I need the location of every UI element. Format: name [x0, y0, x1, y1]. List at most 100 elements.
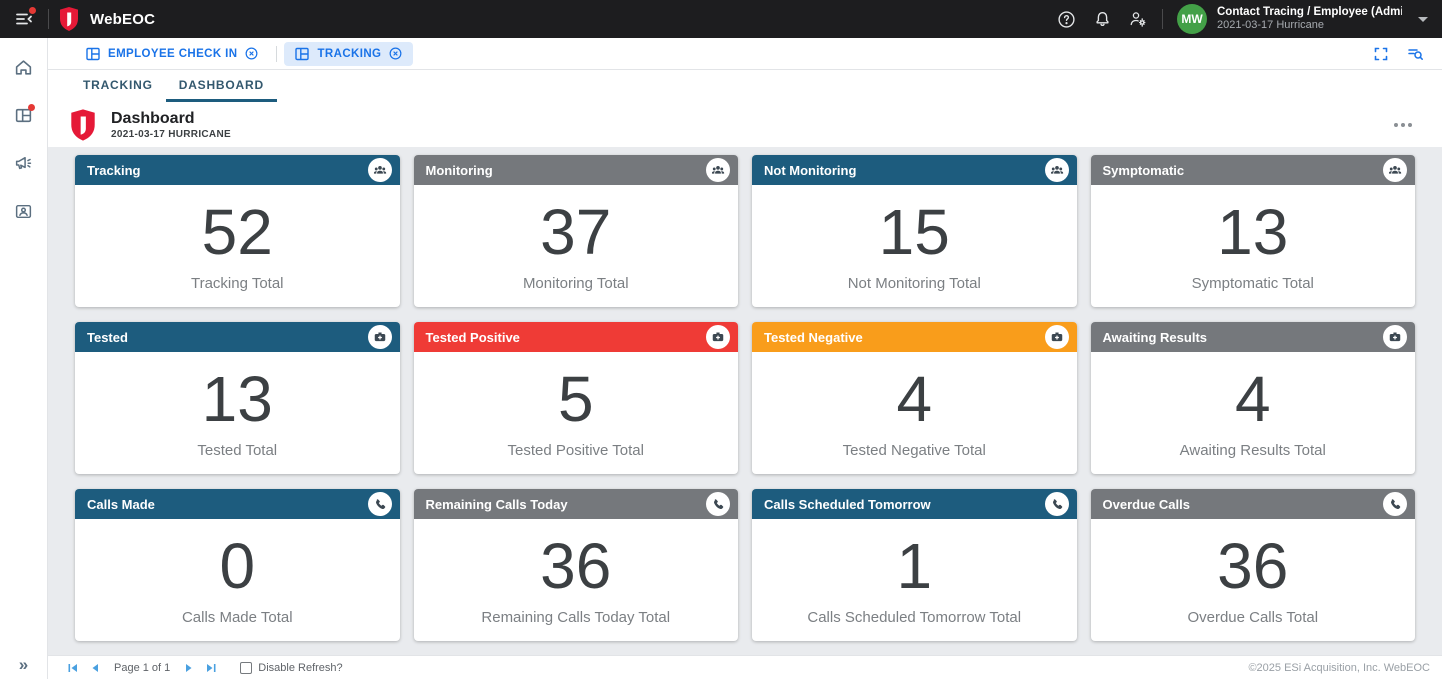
stat-card-label: Calls Scheduled Tomorrow Total: [807, 609, 1022, 626]
stat-card-not-monitoring[interactable]: Not Monitoring 15 Not Monitoring Total: [752, 155, 1077, 307]
stat-card-overdue-calls[interactable]: Overdue Calls 36 Overdue Calls Total: [1090, 489, 1415, 641]
phone-icon: [367, 492, 392, 516]
chevron-down-icon[interactable]: [1418, 16, 1428, 22]
stat-card-value: 52: [201, 196, 273, 268]
stat-card-label: Remaining Calls Today Total: [481, 609, 671, 626]
notifications-bell-icon[interactable]: [1088, 5, 1116, 33]
dashboard-header: Dashboard 2021-03-17 HURRICANE: [48, 102, 1442, 147]
stat-card-label: Tested Negative Total: [842, 442, 986, 459]
stat-card-label: Tested Total: [197, 442, 278, 459]
stat-card-title: Tested Positive: [425, 329, 520, 345]
phone-icon: [706, 492, 730, 516]
close-icon[interactable]: [244, 46, 259, 61]
user-incident-name: 2021-03-17 Hurricane: [1217, 19, 1325, 32]
medkit-icon: [1044, 325, 1069, 349]
view-tab-strip: TRACKING DASHBOARD: [48, 70, 1442, 102]
user-context-block[interactable]: Contact Tracing / Employee (Admi… 2021-0…: [1217, 5, 1402, 33]
home-icon[interactable]: [11, 54, 37, 80]
tab-tracking[interactable]: TRACKING: [284, 41, 414, 66]
stat-card-label: Tested Positive Total: [507, 442, 644, 459]
stat-card-remaining-calls-today[interactable]: Remaining Calls Today 36 Remaining Calls…: [413, 489, 738, 641]
medkit-icon: [1383, 325, 1407, 349]
stat-card-header: Tracking: [75, 155, 400, 185]
stat-card-calls-scheduled-tomorrow[interactable]: Calls Scheduled Tomorrow 1 Calls Schedul…: [752, 489, 1077, 641]
user-admin-icon[interactable]: [1124, 5, 1152, 33]
previous-page-button[interactable]: [84, 659, 106, 677]
menu-open-icon[interactable]: [10, 5, 38, 33]
stat-card-header: Calls Made: [75, 489, 400, 519]
stat-card-header: Not Monitoring: [752, 155, 1077, 185]
notification-dot: [29, 7, 36, 14]
board-footer: Page 1 of 1 Disable Refresh? ©2025 ESi A…: [48, 655, 1442, 679]
webeoc-shield-icon: [71, 108, 95, 141]
divider: [1162, 9, 1163, 29]
disable-refresh-label: Disable Refresh?: [258, 661, 343, 674]
stat-card-title: Monitoring: [425, 162, 493, 178]
stat-card-label: Awaiting Results Total: [1179, 442, 1326, 459]
close-icon[interactable]: [388, 46, 403, 61]
stat-card-title: Overdue Calls: [1102, 496, 1190, 512]
tab-label: EMPLOYEE CHECK IN: [108, 47, 238, 60]
help-icon[interactable]: [1052, 5, 1080, 33]
people-icon: [1383, 158, 1407, 182]
boards-icon[interactable]: [11, 102, 37, 128]
stat-card-title: Awaiting Results: [1102, 329, 1208, 345]
more-options-button[interactable]: [1392, 117, 1414, 133]
people-icon: [1044, 158, 1069, 182]
app-title: WebEOC: [90, 10, 156, 28]
stat-card-title: Not Monitoring: [764, 162, 857, 178]
megaphone-icon[interactable]: [11, 150, 37, 176]
view-tab-tracking[interactable]: TRACKING: [83, 78, 153, 92]
stat-card-header: Remaining Calls Today: [413, 489, 738, 519]
stat-card-value: 37: [540, 196, 612, 268]
stat-card-tested-positive[interactable]: Tested Positive 5 Tested Positive Total: [413, 322, 738, 474]
stat-card-value: 1: [896, 530, 933, 602]
stat-card-awaiting-results[interactable]: Awaiting Results 4 Awaiting Results Tota…: [1090, 322, 1415, 474]
last-page-button[interactable]: [200, 659, 222, 677]
stat-card-header: Monitoring: [413, 155, 738, 185]
people-icon: [367, 158, 392, 182]
board-search-icon[interactable]: [1402, 41, 1428, 67]
stat-card-title: Calls Made: [87, 496, 155, 512]
card-grid: Tracking 52 Tracking Total Monitoring 37…: [48, 147, 1442, 655]
copyright-text: ©2025 ESi Acquisition, Inc. WebEOC: [1248, 661, 1430, 674]
stat-card-monitoring[interactable]: Monitoring 37 Monitoring Total: [413, 155, 738, 307]
next-page-button[interactable]: [178, 659, 200, 677]
stat-card-title: Tracking: [87, 162, 141, 178]
stat-card-tested[interactable]: Tested 13 Tested Total: [75, 322, 400, 474]
stat-card-value: 36: [1217, 530, 1289, 602]
stat-card-value: 15: [878, 196, 950, 268]
page-title: Dashboard: [111, 109, 195, 127]
stat-card-calls-made[interactable]: Calls Made 0 Calls Made Total: [75, 489, 400, 641]
stat-card-value: 36: [540, 530, 612, 602]
stat-card-header: Overdue Calls: [1090, 489, 1415, 519]
avatar[interactable]: MW: [1177, 4, 1207, 34]
stat-card-symptomatic[interactable]: Symptomatic 13 Symptomatic Total: [1090, 155, 1415, 307]
stat-card-label: Overdue Calls Total: [1187, 609, 1319, 626]
disable-refresh-checkbox[interactable]: [240, 661, 253, 674]
medkit-icon: [367, 325, 392, 349]
stat-card-title: Tested: [87, 329, 128, 345]
page-indicator: Page 1 of 1: [114, 661, 171, 674]
board-icon: [86, 47, 100, 60]
sidebar-expand-icon[interactable]: »: [18, 655, 29, 674]
sidebar: »: [0, 38, 48, 679]
stat-card-label: Symptomatic Total: [1191, 275, 1314, 292]
phone-icon: [1044, 492, 1069, 516]
fullscreen-icon[interactable]: [1368, 41, 1394, 67]
phone-icon: [1383, 492, 1407, 516]
stat-card-header: Tested Positive: [413, 322, 738, 352]
stat-card-header: Tested: [75, 322, 400, 352]
stat-card-tested-negative[interactable]: Tested Negative 4 Tested Negative Total: [752, 322, 1077, 474]
stat-card-value: 0: [219, 530, 256, 602]
tab-employee-check-in[interactable]: EMPLOYEE CHECK IN: [75, 42, 269, 66]
stat-card-value: 5: [557, 363, 594, 435]
stat-card-label: Monitoring Total: [522, 275, 629, 292]
divider: [48, 9, 49, 29]
view-tab-dashboard[interactable]: DASHBOARD: [165, 70, 277, 102]
stat-card-label: Tracking Total: [190, 275, 284, 292]
contacts-icon[interactable]: [11, 198, 37, 224]
stat-card-tracking[interactable]: Tracking 52 Tracking Total: [75, 155, 400, 307]
first-page-button[interactable]: [62, 659, 84, 677]
stat-card-value: 13: [1217, 196, 1289, 268]
